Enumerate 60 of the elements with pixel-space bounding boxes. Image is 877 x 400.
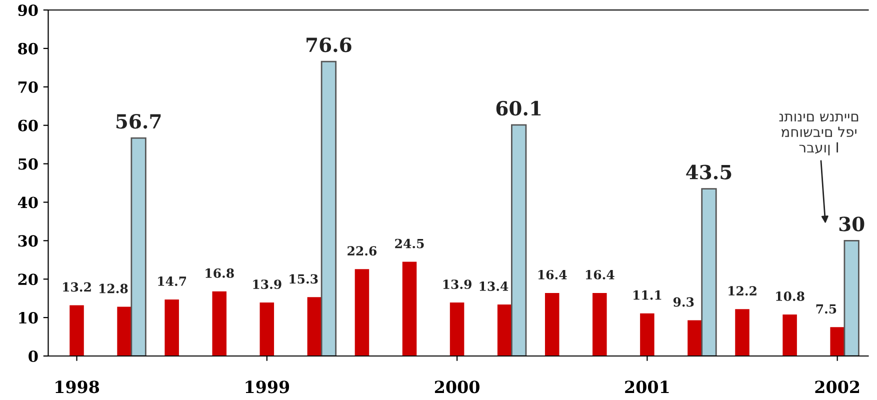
bar [688, 320, 702, 356]
bar [212, 291, 226, 356]
y-tick-label: 80 [18, 42, 38, 54]
data-label: 15.3 [290, 274, 318, 284]
y-tick-label: 50 [18, 158, 38, 170]
y-tick-label: 60 [18, 120, 38, 132]
data-label: 56.7 [116, 114, 161, 129]
bar [844, 240, 860, 356]
x-tick-label: 1999 [246, 380, 290, 394]
data-label: 11.1 [633, 290, 662, 300]
x-tick-label: 1998 [56, 380, 100, 394]
data-label: 14.7 [158, 276, 186, 286]
y-tick-label: 90 [18, 4, 38, 16]
data-label: 16.8 [206, 268, 234, 278]
y-tick-label: 20 [18, 274, 38, 286]
y-tick-label: 70 [18, 81, 38, 93]
bar [354, 269, 370, 356]
x-tick-label: 2000 [434, 380, 480, 394]
bar [544, 292, 560, 356]
data-label: 76.6 [306, 37, 352, 52]
bar [260, 302, 274, 356]
data-label: 9.3 [673, 297, 694, 307]
data-label: 30 [839, 216, 864, 232]
data-label: 10.8 [776, 291, 804, 301]
data-label: 16.4 [586, 270, 614, 280]
data-label: 13.9 [443, 280, 472, 290]
bar [320, 60, 337, 356]
data-label: 43.5 [686, 164, 732, 180]
bar [402, 262, 417, 356]
x-tick-label: 2001 [625, 380, 669, 394]
bar [130, 137, 146, 356]
bar [117, 306, 132, 356]
data-label: 12.2 [728, 286, 756, 296]
bar [511, 124, 527, 356]
data-label: 60.1 [496, 100, 541, 116]
y-tick-label: 0 [28, 350, 38, 362]
bar [830, 327, 844, 356]
bar [307, 297, 322, 356]
data-label: 13.4 [480, 281, 508, 291]
bar [782, 314, 797, 356]
bar [640, 313, 654, 356]
bar [701, 188, 717, 356]
data-label: 13.9 [253, 280, 282, 290]
x-tick-label: 2002 [815, 380, 860, 394]
bar [735, 309, 750, 356]
data-label: 22.6 [348, 246, 377, 256]
bar [70, 305, 84, 356]
bar [592, 292, 607, 356]
bar [497, 304, 512, 356]
data-label: 7.5 [816, 304, 836, 314]
y-tick-label: 30 [18, 235, 38, 247]
y-tick-label: 40 [18, 196, 38, 208]
data-label: 24.5 [395, 238, 424, 248]
data-label: 16.4 [538, 270, 567, 280]
y-tick-label: 10 [19, 312, 38, 324]
data-label: 12.8 [99, 284, 128, 294]
bar [450, 302, 464, 356]
annotation: נתונים שנתיים מחושבים לפי רבעון I [779, 114, 858, 156]
bar [164, 299, 179, 356]
data-label: 13.2 [63, 282, 91, 292]
